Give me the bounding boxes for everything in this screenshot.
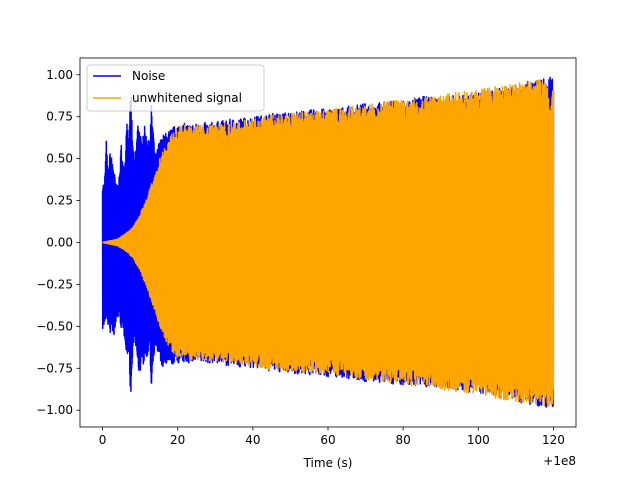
x-axis-ticks: 0 20 40 60 80 100 120 [99,427,565,447]
series-layer [101,76,555,408]
x-tick-label: 120 [542,433,565,447]
y-tick-label: −0.50 [36,319,73,333]
y-axis-ticks: −1.00 −0.75 −0.50 −0.25 0.00 0.25 0.50 0.75 1.00 [36,68,80,417]
legend-box [86,64,265,112]
x-tick-label: 60 [320,433,335,447]
legend-label-unwhitened-signal: unwhitened signal [132,91,242,105]
x-tick-label: 80 [396,433,411,447]
y-tick-label: 0.50 [46,152,73,166]
y-tick-label: 1.00 [46,68,73,82]
x-tick-label: 0 [99,433,107,447]
series-line-unwhitened-signal [101,79,555,407]
x-tick-label: 20 [170,433,185,447]
x-axis-label: Time (s) [303,456,353,470]
y-tick-label: −1.00 [36,403,73,417]
x-tick-label: 40 [245,433,260,447]
y-tick-label: −0.25 [36,277,73,291]
y-tick-label: 0.75 [46,110,73,124]
y-tick-label: 0.00 [46,236,73,250]
y-tick-label: 0.25 [46,194,73,208]
y-tick-label: −0.75 [36,361,73,375]
x-axis-offset-label: +1e8 [543,454,576,468]
legend: Noise unwhitened signal [86,64,265,112]
legend-label-noise: Noise [132,69,165,83]
x-tick-label: 100 [467,433,490,447]
